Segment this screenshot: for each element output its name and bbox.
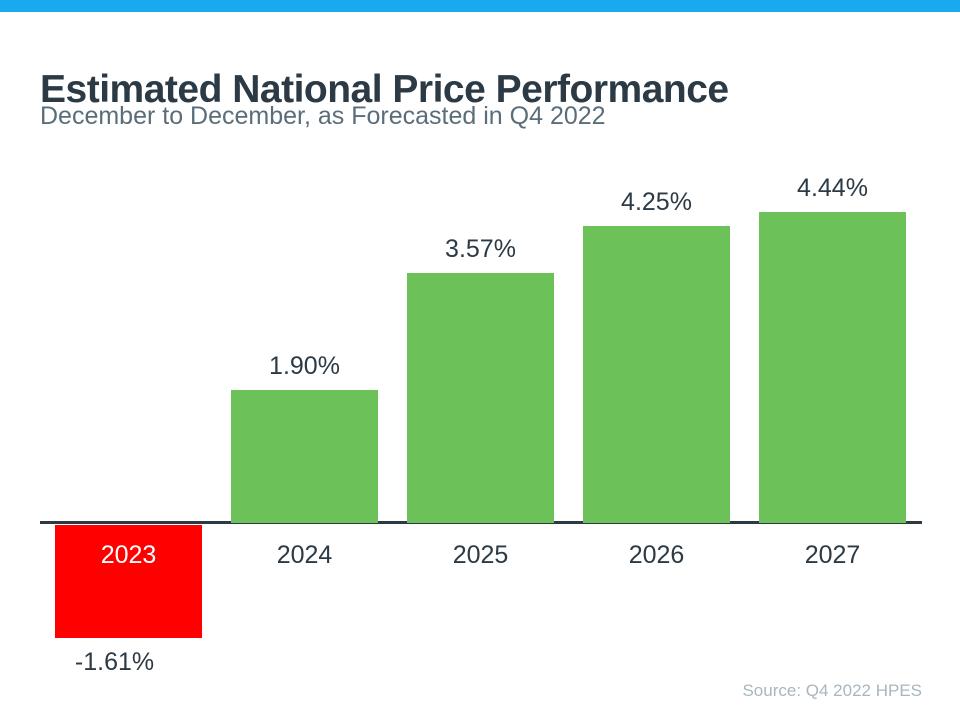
category-label-2026: 2026 (628, 541, 685, 569)
value-label-2023: -1.61% (74, 647, 155, 676)
category-label-2027: 2027 (804, 541, 861, 569)
top-accent-bar (0, 0, 960, 12)
value-label-2026: 4.25% (621, 187, 692, 216)
page-title: Estimated National Price Performance (40, 68, 729, 112)
bar-2024 (231, 390, 378, 523)
bar-2027 (759, 212, 906, 523)
value-label-2024: 1.90% (269, 352, 340, 380)
chart-source: Source: Q4 2022 HPES (742, 681, 922, 700)
bar-2023 (55, 525, 202, 638)
category-label-2024: 2024 (276, 541, 333, 569)
category-label-2025: 2025 (452, 541, 509, 569)
bar-2025 (407, 273, 554, 523)
value-label-2025: 3.57% (445, 235, 516, 264)
page-subtitle: December to December, as Forecasted in Q… (40, 102, 606, 130)
value-label-2027: 4.44% (797, 174, 868, 203)
category-label-2023: 2023 (100, 541, 157, 569)
bar-2026 (583, 225, 730, 523)
